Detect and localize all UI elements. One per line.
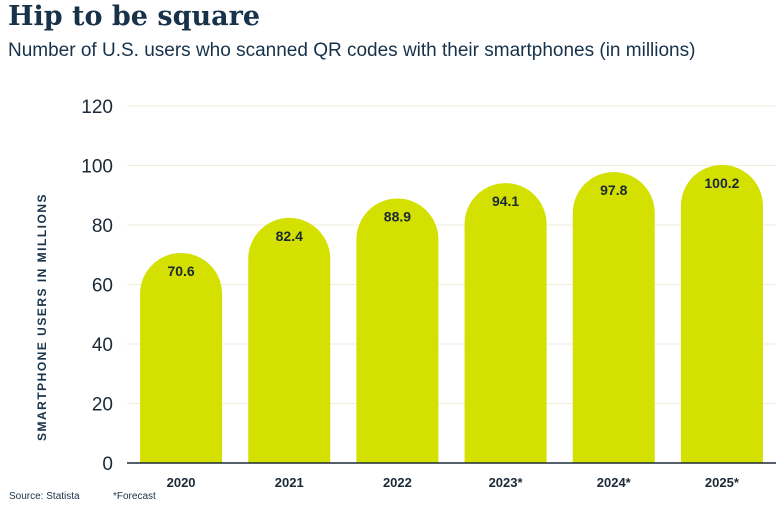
x-tick-label: 2025*: [705, 475, 740, 490]
bar: [248, 217, 331, 463]
data-label: 70.6: [167, 263, 194, 279]
bar: [464, 183, 547, 463]
y-tick-label: 80: [92, 216, 113, 237]
forecast-note: *Forecast: [113, 491, 156, 502]
bar: [572, 172, 655, 464]
y-tick-label: 60: [92, 276, 113, 297]
gridlines: [127, 105, 776, 404]
x-axis-ticks: 2020 2021 2022 2023* 2024* 2025*: [167, 475, 740, 490]
data-label: 88.9: [384, 209, 411, 225]
chart-subtitle: Number of U.S. users who scanned QR code…: [8, 40, 696, 61]
bar: [140, 252, 223, 463]
y-tick-label: 120: [81, 97, 113, 118]
data-labels: 70.6 82.4 88.9 94.1 97.8 100.2: [167, 175, 739, 279]
bar: [356, 198, 439, 463]
y-tick-label: 100: [81, 157, 113, 178]
y-axis-label: SMARTPHONE USERS IN MILLIONS: [35, 193, 49, 441]
data-label: 82.4: [276, 228, 303, 244]
data-label: 97.8: [600, 182, 627, 198]
y-tick-label: 0: [102, 454, 113, 475]
x-tick-label: 2021: [275, 475, 304, 490]
chart-title: Hip to be square: [8, 1, 260, 32]
x-tick-label: 2022: [383, 475, 412, 490]
y-tick-label: 20: [92, 395, 113, 416]
source-note: Source: Statista: [9, 491, 80, 502]
y-tick-label: 40: [92, 335, 113, 356]
data-label: 94.1: [492, 193, 519, 209]
bars: [140, 164, 763, 464]
data-label: 100.2: [704, 175, 739, 191]
bar: [680, 164, 763, 464]
x-tick-label: 2023*: [489, 475, 524, 490]
x-tick-label: 2024*: [597, 475, 632, 490]
y-axis-ticks: 0 20 40 60 80 100 120: [81, 97, 113, 475]
x-tick-label: 2020: [167, 475, 196, 490]
